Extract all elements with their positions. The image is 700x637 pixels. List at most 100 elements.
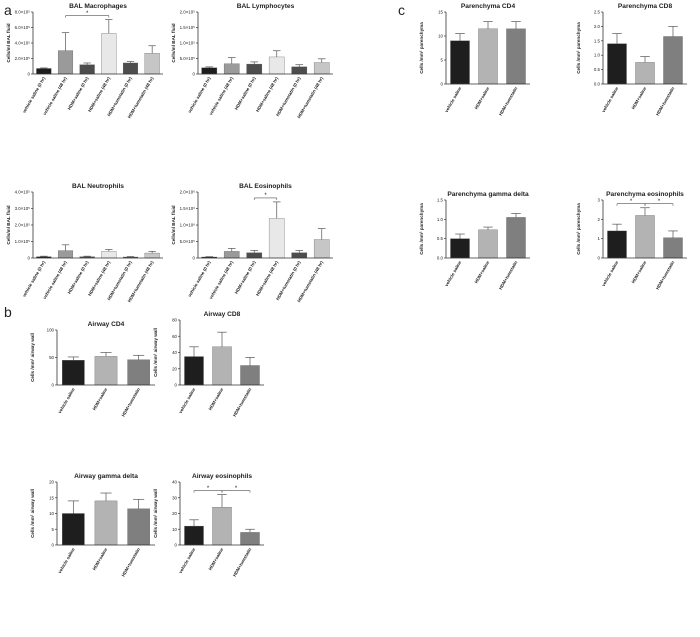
x-tick-label: HDM+saline (48 hr): [255, 76, 279, 113]
y-tick-label: 0: [28, 256, 31, 261]
x-tick-label: HDM+tumstatin: [232, 387, 253, 418]
chart-airway-cd8: Airway CD8 Cells /mm² airway wall 0 20 40 60 8…: [153, 311, 264, 417]
chart-title: Parenchyma CD4: [461, 3, 516, 10]
y-tick-label: 40: [172, 350, 177, 355]
x-tick-label: HDM+saline: [92, 547, 109, 572]
y-tick-label: 5: [52, 527, 55, 532]
y-tick-label: 5: [441, 58, 444, 63]
y-axis-label: Cells /mm² airway wall: [153, 328, 158, 377]
y-tick-label: 0.0: [594, 82, 601, 87]
bar: [506, 28, 526, 85]
x-tick-label: HDM+tumstatin: [121, 387, 142, 418]
chart-title: Parenchyma CD8: [618, 3, 673, 10]
bar: [291, 252, 308, 259]
bar: [246, 63, 263, 75]
significance-star: *: [235, 486, 238, 492]
x-tick-label: vehicle saline: [444, 86, 463, 114]
y-tick-label: 0: [52, 543, 55, 548]
bar: [62, 360, 85, 386]
x-tick-label: HDM+saline: [474, 260, 491, 285]
x-tick-label: HDM+tumstatin: [232, 547, 253, 578]
x-tick-label: vehicle saline: [57, 387, 76, 415]
y-tick-label: 1.5×10⁵: [180, 25, 196, 30]
x-tick-label: HDM+tumstatin (0 hr): [275, 76, 302, 118]
bar: [94, 356, 118, 386]
bar: [450, 238, 470, 259]
y-tick-label: 15: [438, 10, 443, 15]
y-tick-label: 2.0×10⁵: [180, 10, 196, 15]
significance-star: *: [264, 193, 267, 199]
y-axis-label: Cells /mm² parenchyma: [419, 203, 424, 255]
x-tick-label: HDM+saline: [92, 387, 109, 412]
y-tick-label: 2.0×10⁵: [15, 56, 31, 61]
chart-parenchyma-gamma-delta: Parenchyma gamma delta Cells /mm² parench…: [419, 191, 530, 290]
y-axis-label: Cells/ml BAL fluid: [171, 205, 176, 244]
bar: [94, 500, 118, 546]
x-tick-label: vehicle saline (48 hr): [42, 260, 68, 300]
panel-letter-c: c: [398, 2, 405, 18]
x-tick-label: vehicle saline (0 hr): [21, 76, 46, 114]
y-tick-label: 0: [28, 72, 31, 77]
y-tick-label: 0.5: [594, 67, 601, 72]
bar: [240, 532, 260, 546]
y-tick-label: 1.0×10⁵: [180, 41, 196, 46]
x-tick-label: HDM+tumstatin (48 hr): [127, 260, 155, 304]
panel-letter-b: b: [4, 304, 12, 320]
y-tick-label: 1: [598, 236, 601, 241]
x-tick-label: HDM+tumstatin: [655, 86, 676, 117]
x-tick-label: vehicle saline: [178, 547, 197, 575]
x-tick-label: vehicle saline: [178, 387, 197, 415]
x-tick-label: HDM+tumstatin (48 hr): [296, 260, 324, 304]
y-tick-label: 20: [49, 480, 54, 485]
y-tick-label: 2.0×10⁶: [180, 190, 196, 195]
bar: [223, 63, 240, 75]
bar: [607, 43, 627, 85]
chart-parenchyma-cd4: Parenchyma CD4 Cells /mm² parenchyma 0 5 10 1…: [419, 3, 530, 116]
bar: [291, 66, 308, 75]
chart-title: Parenchyma eosinophils: [606, 191, 684, 198]
y-tick-label: 3.0×10⁵: [15, 206, 31, 211]
y-tick-label: 10: [49, 511, 54, 516]
y-tick-label: 1.5: [437, 198, 444, 203]
y-tick-label: 0: [175, 383, 178, 388]
chart-bal-macrophages: BAL Macrophages Cells/ml BAL fluid 0 2.0×10…: [6, 3, 163, 119]
bar: [478, 229, 498, 259]
chart-bal-eosinophils: BAL Eosinophils Cells/ml BAL fluid 0 5.0×10…: [171, 183, 333, 303]
y-tick-label: 1.0: [437, 217, 444, 222]
bar: [36, 68, 52, 75]
y-axis-label: Cells /mm² parenchyma: [419, 22, 424, 74]
y-tick-label: 100: [47, 328, 55, 333]
y-axis-label: Cells /mm² airway wall: [30, 489, 35, 538]
y-tick-label: 2: [598, 217, 601, 222]
bar: [246, 252, 263, 259]
y-tick-label: 0: [175, 543, 178, 548]
chart-title: Airway CD4: [88, 321, 125, 328]
bar: [57, 50, 74, 75]
bar: [184, 525, 204, 546]
x-tick-label: HDM+saline (0 hr): [234, 260, 257, 295]
bar: [127, 508, 150, 546]
y-tick-label: 0: [193, 72, 196, 77]
bar: [478, 28, 498, 85]
x-tick-label: HDM+saline (48 hr): [255, 260, 279, 297]
y-tick-label: 10: [438, 34, 443, 39]
chart-airway-cd4: Airway CD4 Cells /mm² airway wall 0 50 100 ve…: [30, 321, 155, 417]
x-tick-label: vehicle saline: [601, 260, 620, 288]
y-tick-label: 0: [598, 256, 601, 261]
bar: [635, 215, 655, 259]
bar: [663, 36, 683, 85]
y-tick-label: 5.0×10⁵: [180, 239, 196, 244]
y-axis-label: Cells/ml BAL fluid: [6, 23, 11, 62]
y-tick-label: 40: [172, 480, 177, 485]
y-tick-label: 1.0: [594, 53, 601, 58]
y-tick-label: 0.0: [437, 256, 444, 261]
bar: [122, 62, 139, 75]
y-tick-label: 4.0×10⁵: [15, 190, 31, 195]
x-tick-label: HDM+tumstatin (48 hr): [127, 76, 155, 120]
y-tick-label: 10: [172, 527, 177, 532]
chart-title: BAL Neutrophils: [72, 183, 124, 190]
y-axis-label: Cells /mm² airway wall: [153, 489, 158, 538]
y-tick-label: 2.5: [594, 10, 601, 15]
bar: [268, 218, 285, 259]
bar: [313, 62, 330, 75]
